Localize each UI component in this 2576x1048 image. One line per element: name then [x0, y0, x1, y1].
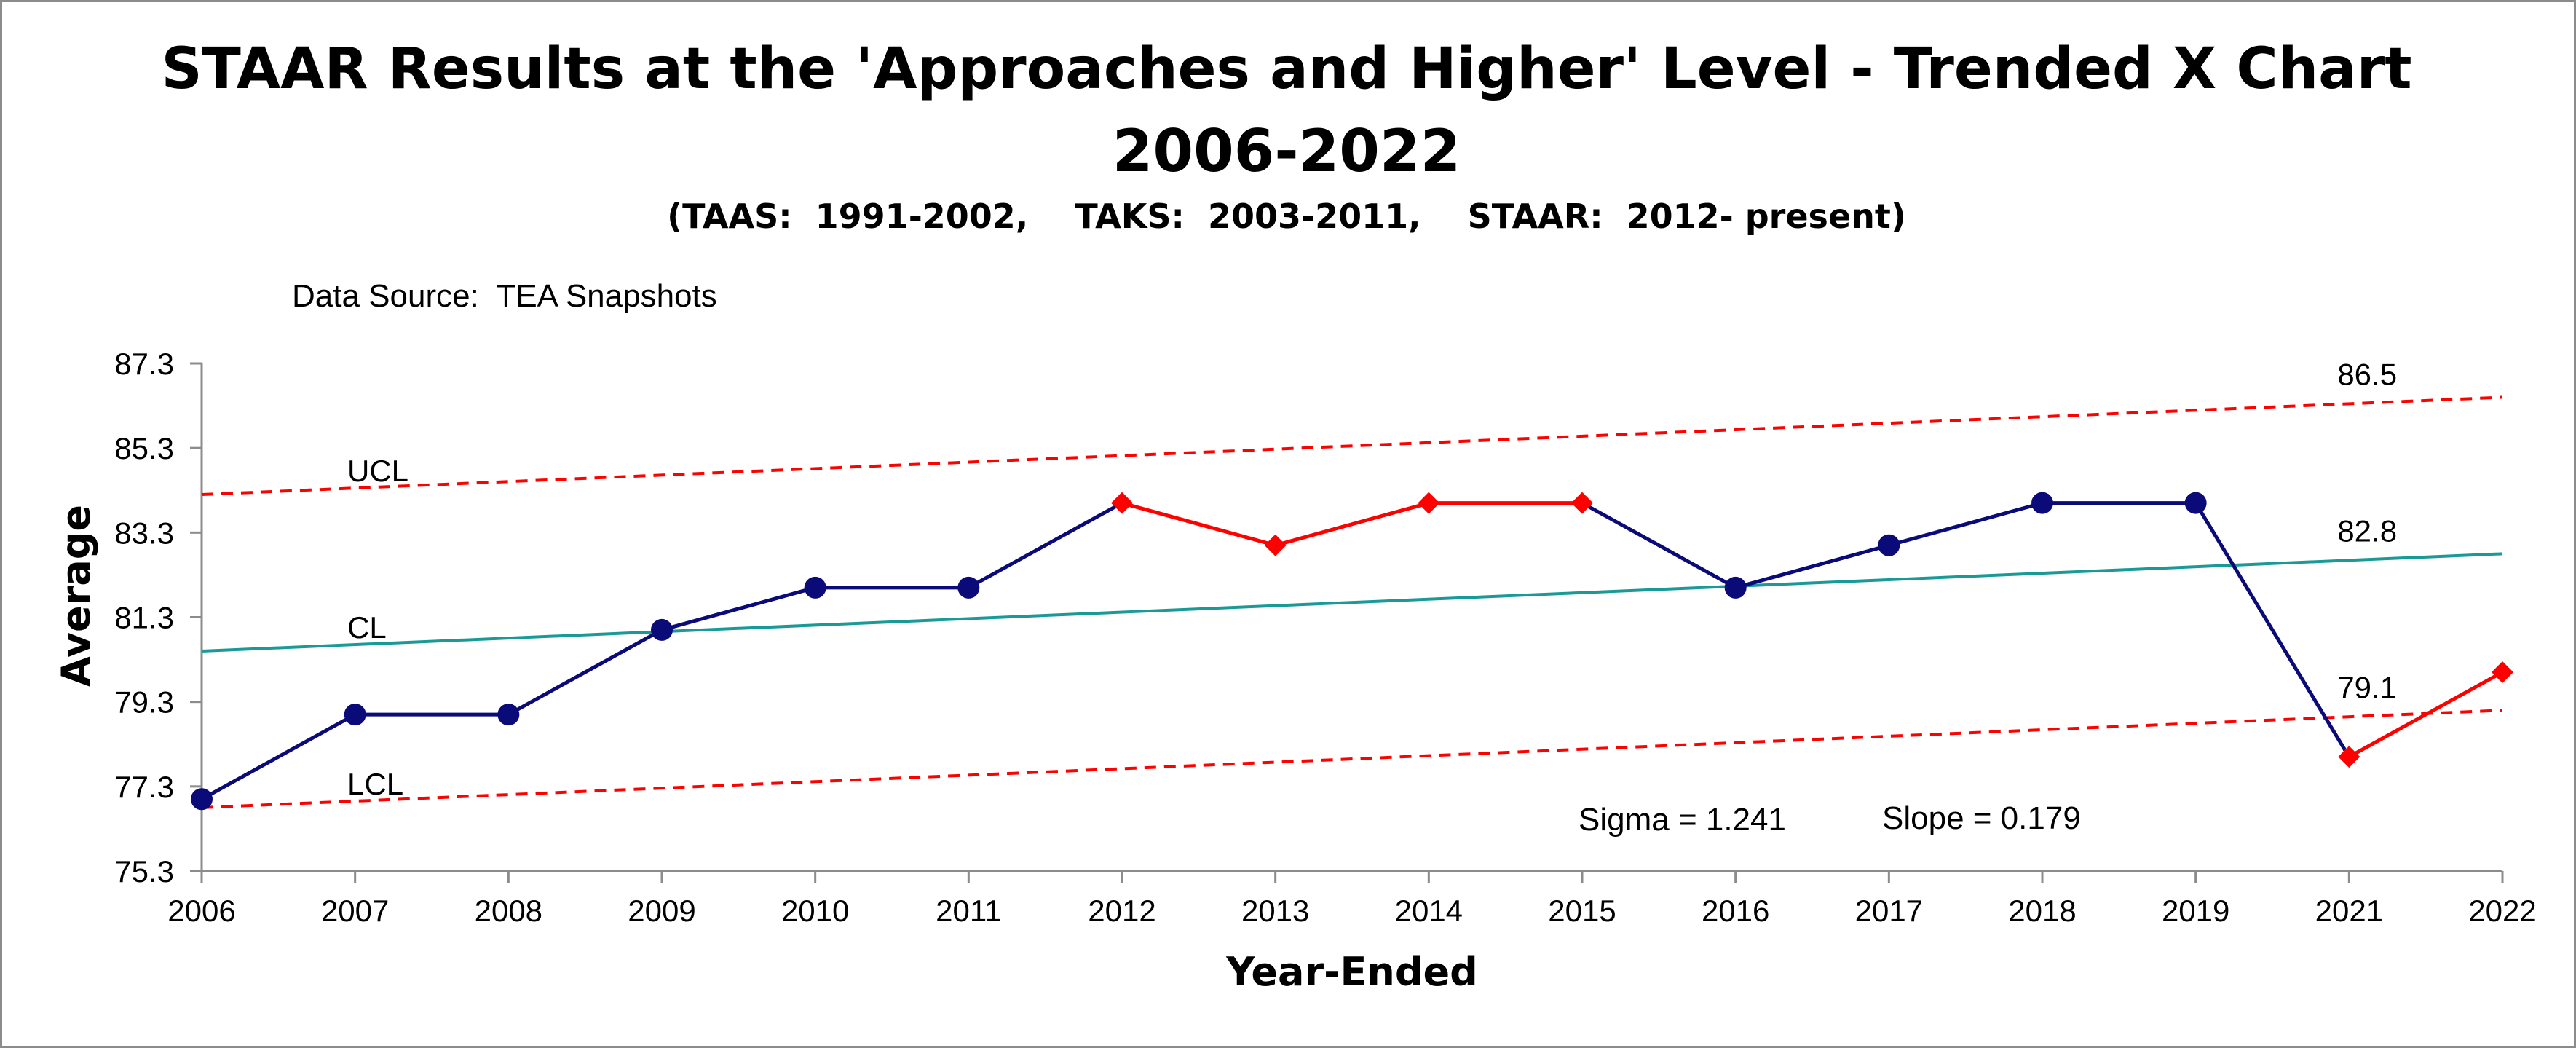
series-segment [1581, 501, 1737, 590]
data-point [2031, 492, 2053, 514]
y-axis-title: Average [53, 505, 99, 687]
x-tick-label: 2022 [2468, 894, 2536, 928]
x-tick-label: 2013 [1241, 894, 1309, 928]
data-point [1878, 534, 1900, 556]
data-point-flagged [1264, 534, 1287, 556]
control-line-value-lcl: 79.1 [2337, 670, 2397, 704]
control-line-lcl [201, 709, 2503, 809]
x-tick-label: 2016 [1702, 894, 1769, 928]
source-note: Data Source: TEA Snapshots [292, 278, 717, 314]
x-tick-label: 2011 [936, 894, 1001, 928]
x-tick-label: 2021 [2315, 894, 2383, 928]
y-tick-label: 75.3 [114, 854, 174, 889]
control-line-label-ucl: UCL [347, 454, 408, 488]
x-tick-label: 2015 [1548, 894, 1616, 928]
series-segment [1735, 543, 1889, 590]
data-point [651, 618, 673, 641]
series-segment [200, 712, 356, 801]
data-point [957, 576, 980, 599]
data-point-flagged [1571, 492, 1593, 514]
x-tick-label: 2006 [167, 894, 235, 928]
sigma-annotation: Sigma = 1.241 [1579, 802, 1786, 838]
data-point-flagged [2338, 746, 2360, 768]
y-tick-label: 79.3 [114, 685, 174, 720]
series-segment [661, 586, 816, 632]
data-point [804, 576, 826, 599]
control-line-label-lcl: LCL [347, 767, 403, 801]
series-segment [507, 628, 663, 717]
control-line-value-cl: 82.8 [2337, 513, 2397, 548]
plot-area: 75.3 77.3 79.3 81.3 83.3 85.3 87.3 2006 2007 2008… [114, 347, 2536, 928]
chart-title-line2: 2006-2022 [1113, 117, 1461, 185]
series-segment [2348, 670, 2504, 759]
x-tick-label: 2010 [781, 894, 849, 928]
x-tick-label: 2019 [2162, 894, 2229, 928]
x-tick-label: 2008 [475, 894, 542, 928]
y-tick-label: 81.3 [114, 601, 174, 635]
chart-subtitle: (TAAS: 1991-2002, TAKS: 2003-2011, STAAR… [667, 197, 1906, 236]
series-segment [1121, 501, 1276, 548]
data-point [1724, 576, 1747, 599]
series-segment [968, 501, 1123, 590]
series-segment [2194, 502, 2351, 758]
data-point-flagged [1418, 492, 1440, 514]
x-tick-label: 2018 [2008, 894, 2076, 928]
data-point [2184, 492, 2207, 514]
data-point-flagged [1111, 492, 1133, 514]
series-segment [1275, 501, 1429, 548]
y-tick-label: 85.3 [114, 431, 174, 465]
series-segment [1888, 501, 2043, 548]
data-point [344, 704, 366, 726]
data-point [191, 788, 213, 811]
x-axis-title: Year-Ended [1225, 949, 1478, 995]
x-tick-label: 2009 [628, 894, 695, 928]
x-tick-label: 2012 [1088, 894, 1155, 928]
x-tick-label: 2014 [1395, 894, 1463, 928]
control-line-value-ucl: 86.5 [2337, 357, 2397, 391]
data-point-flagged [2492, 661, 2513, 684]
x-tick-label: 2007 [321, 894, 389, 928]
data-point [497, 704, 520, 726]
slope-annotation: Slope = 0.179 [1882, 800, 2081, 836]
y-tick-label: 77.3 [114, 770, 174, 804]
control-line-cl [201, 552, 2503, 653]
y-tick-label: 83.3 [114, 516, 174, 550]
x-tick-label: 2017 [1855, 894, 1923, 928]
control-line-label-cl: CL [347, 610, 387, 645]
chart-title-line1: STAAR Results at the 'Approaches and Hig… [161, 36, 2411, 102]
control-line-ucl [201, 395, 2503, 497]
y-tick-label: 87.3 [114, 347, 174, 381]
